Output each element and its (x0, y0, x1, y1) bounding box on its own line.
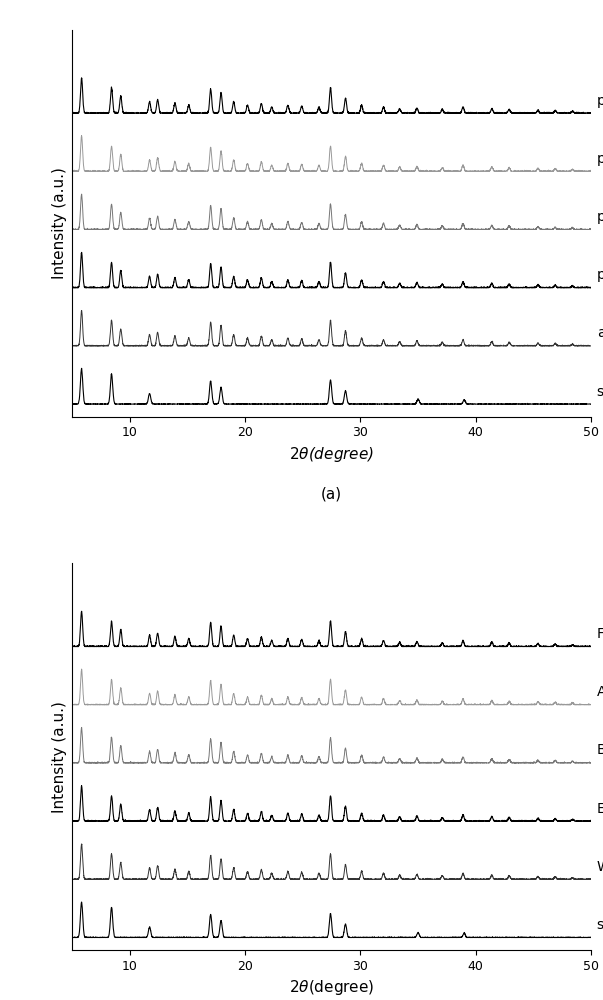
Text: Benzene: Benzene (597, 743, 603, 757)
Text: Water: Water (597, 860, 603, 874)
Y-axis label: Intensity (a.u.): Intensity (a.u.) (52, 701, 67, 813)
Text: Acetonitrile: Acetonitrile (597, 685, 603, 699)
Text: pH=7 for 24 h: pH=7 for 24 h (597, 268, 603, 282)
Text: pH=12 for 24 h: pH=12 for 24 h (597, 94, 603, 108)
Text: pH=2 for 24 h: pH=2 for 24 h (597, 210, 603, 224)
Text: pH=10 for 24 h: pH=10 for 24 h (597, 152, 603, 166)
X-axis label: $2\theta$(degree): $2\theta$(degree) (289, 445, 374, 464)
Text: Ethanol: Ethanol (597, 802, 603, 816)
Text: simulated: simulated (597, 385, 603, 399)
Text: as-synthesized: as-synthesized (597, 326, 603, 340)
Text: simulated: simulated (597, 918, 603, 932)
Text: (a): (a) (321, 486, 343, 501)
Text: Formaldehyde: Formaldehyde (597, 627, 603, 641)
X-axis label: $2\theta$(degree): $2\theta$(degree) (289, 978, 374, 997)
Y-axis label: Intensity (a.u.): Intensity (a.u.) (52, 167, 67, 279)
